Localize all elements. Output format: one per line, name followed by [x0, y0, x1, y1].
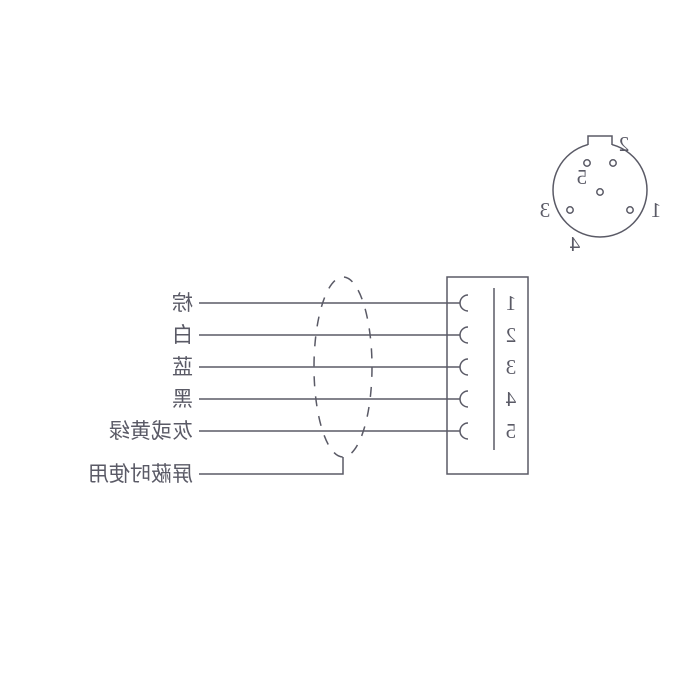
shield-lead-line — [199, 457, 343, 474]
wire-label-3: 蓝 — [172, 355, 193, 379]
wiring-diagram: 123451棕2白3蓝4黑5灰或黄绿屏蔽时使用 — [0, 0, 700, 700]
wire-label-4: 黑 — [172, 387, 193, 411]
terminal-number-2: 2 — [506, 323, 517, 347]
connector-notch-mask — [588, 136, 612, 146]
wire-label-5: 灰或黄绿 — [109, 419, 193, 443]
terminal-number-1: 1 — [506, 291, 517, 315]
terminal-arc-5 — [460, 423, 468, 439]
connector-pin-3 — [567, 207, 573, 213]
terminal-arc-4 — [460, 391, 468, 407]
terminal-number-5: 5 — [506, 419, 517, 443]
connector-outline — [553, 143, 647, 237]
terminal-arc-2 — [460, 327, 468, 343]
terminal-number-3: 3 — [506, 355, 517, 379]
terminal-arc-1 — [460, 295, 468, 311]
connector-pin-2 — [610, 160, 616, 166]
connector-pin-label-4: 4 — [569, 232, 580, 256]
terminal-number-4: 4 — [505, 387, 516, 411]
wire-label-1: 棕 — [172, 291, 193, 315]
connector-pin-label-1: 1 — [651, 198, 662, 222]
connector-pin-label-5: 5 — [577, 165, 588, 189]
connector-pin-5 — [597, 189, 603, 195]
terminal-arc-3 — [460, 359, 468, 375]
connector-pin-label-2: 2 — [619, 132, 630, 156]
connector-pin-label-3: 3 — [540, 198, 551, 222]
shield-label: 屏蔽时使用 — [88, 462, 193, 486]
wire-label-2: 白 — [172, 323, 193, 347]
connector-pin-1 — [627, 207, 633, 213]
